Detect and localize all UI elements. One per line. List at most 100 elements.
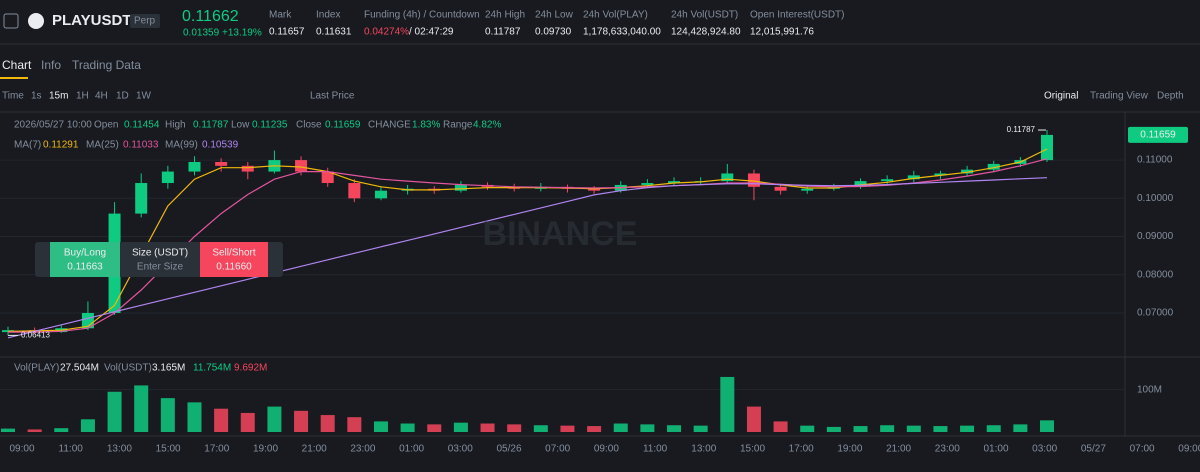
volume-bar bbox=[933, 426, 948, 432]
candle-body bbox=[987, 163, 1000, 170]
volume-bar bbox=[533, 425, 548, 432]
price-type[interactable]: Last Price bbox=[310, 91, 355, 102]
size-input[interactable]: Enter Size bbox=[137, 262, 184, 273]
x-tick-label: 05/26 bbox=[496, 444, 521, 455]
x-tick-label: 13:00 bbox=[107, 444, 132, 455]
volume-bar bbox=[54, 428, 69, 432]
candle-body bbox=[588, 188, 601, 191]
candle-body bbox=[774, 186, 787, 191]
x-tick-label: 23:00 bbox=[935, 444, 960, 455]
stat-label: Funding (4h) / Countdown bbox=[364, 10, 480, 21]
x-tick-label: 21:00 bbox=[886, 444, 911, 455]
badge-bg bbox=[130, 14, 160, 28]
ma-label: MA(99) bbox=[165, 140, 198, 151]
ohlc-value: 4.82% bbox=[473, 120, 501, 131]
x-tick-label: 01:00 bbox=[399, 444, 424, 455]
volume-bar bbox=[214, 408, 229, 432]
change-pct: +13.19% bbox=[222, 28, 262, 39]
tab[interactable]: Info bbox=[41, 58, 61, 72]
candle-body bbox=[668, 181, 681, 184]
volume-bar bbox=[400, 423, 415, 432]
x-tick-label: 19:00 bbox=[837, 444, 862, 455]
volume-bar bbox=[906, 425, 921, 432]
sell-button[interactable] bbox=[200, 242, 268, 277]
last-price: 0.11659 bbox=[1140, 130, 1176, 141]
candle-body bbox=[934, 173, 947, 176]
x-tick-label: 19:00 bbox=[253, 444, 278, 455]
interval[interactable]: 1s bbox=[31, 91, 42, 102]
symbol[interactable]: PLAYUSDT bbox=[52, 12, 131, 29]
x-tick-label: 21:00 bbox=[302, 444, 327, 455]
x-tick-label: 09:00 bbox=[1178, 444, 1200, 455]
stat-label: Index bbox=[316, 10, 340, 21]
x-tick-label: 23:00 bbox=[350, 444, 375, 455]
interval[interactable]: 4H bbox=[95, 91, 108, 102]
vol-label: Vol(PLAY) bbox=[14, 363, 59, 374]
view-option[interactable]: Original bbox=[1044, 91, 1078, 102]
stat-label: Mark bbox=[269, 10, 292, 21]
volume-bar bbox=[294, 410, 309, 432]
interval[interactable]: Time bbox=[2, 91, 24, 102]
y-tick-label: 0.10000 bbox=[1137, 193, 1174, 204]
ohlc-label: Open bbox=[94, 120, 118, 131]
candle-body bbox=[188, 162, 201, 172]
stat-value: 0.11787 bbox=[485, 27, 521, 38]
buy-button[interactable] bbox=[50, 242, 120, 277]
coin-icon bbox=[28, 13, 44, 29]
favorite-icon[interactable] bbox=[3, 13, 19, 29]
x-tick-label: 15:00 bbox=[740, 444, 765, 455]
candle-body bbox=[881, 179, 894, 182]
x-tick-label: 01:00 bbox=[983, 444, 1008, 455]
candle-body bbox=[961, 169, 974, 174]
x-tick-label: 09:00 bbox=[9, 444, 34, 455]
y-tick-label: 0.11000 bbox=[1137, 155, 1173, 166]
ma-label: MA(25) bbox=[86, 140, 119, 151]
volume-bar bbox=[640, 424, 655, 432]
interval[interactable]: 1W bbox=[136, 91, 152, 102]
buy-label[interactable]: Buy/Long bbox=[64, 248, 106, 259]
y-tick-label: 0.07000 bbox=[1137, 308, 1174, 319]
volume-bar bbox=[880, 425, 895, 432]
volume-bar bbox=[480, 423, 495, 432]
view-option[interactable]: Trading View bbox=[1090, 91, 1149, 102]
vol-ma: 9.692M bbox=[234, 363, 267, 374]
candle-body bbox=[907, 175, 920, 180]
x-tick-label: 07:00 bbox=[545, 444, 570, 455]
high-marker: 0.11787 bbox=[1007, 125, 1036, 134]
stat-value: 124,428,924.80 bbox=[671, 27, 741, 38]
x-tick-label: 13:00 bbox=[691, 444, 716, 455]
ohlc-value: 0.11659 bbox=[325, 120, 361, 131]
interval[interactable]: 1H bbox=[76, 91, 89, 102]
tab[interactable]: Chart bbox=[2, 58, 32, 72]
volume-bar bbox=[453, 422, 468, 432]
ohlc-time: 2026/05/27 10:00 bbox=[14, 120, 92, 131]
buy-price[interactable]: 0.11663 bbox=[67, 262, 103, 273]
candle-body bbox=[1041, 134, 1053, 161]
size-label: Size (USDT) bbox=[132, 248, 188, 259]
vol-value: 3.165M bbox=[152, 363, 185, 374]
candle-body bbox=[135, 183, 148, 214]
candle-body bbox=[321, 171, 334, 184]
candle-body bbox=[801, 188, 814, 191]
interval[interactable]: 1D bbox=[116, 91, 129, 102]
interval[interactable]: 15m bbox=[49, 91, 68, 102]
stat-value: 0.04274% bbox=[364, 27, 409, 38]
volume-bar bbox=[960, 425, 975, 432]
volume-bar bbox=[107, 391, 122, 432]
badge: Perp bbox=[134, 16, 156, 27]
volume-bar bbox=[1, 428, 15, 432]
volume-bar bbox=[240, 412, 255, 432]
candle-body bbox=[747, 173, 760, 187]
y-tick-label: 0.08000 bbox=[1137, 269, 1174, 280]
sell-label[interactable]: Sell/Short bbox=[212, 248, 256, 259]
tab[interactable]: Trading Data bbox=[72, 58, 141, 72]
sell-price[interactable]: 0.11660 bbox=[216, 262, 252, 273]
ohlc-value: 0.11787 bbox=[193, 120, 229, 131]
vol-value: 27.504M bbox=[60, 363, 99, 374]
candle-body bbox=[161, 171, 174, 184]
view-option[interactable]: Depth bbox=[1157, 91, 1184, 102]
volume-bar bbox=[187, 402, 202, 432]
volume-bar bbox=[720, 376, 735, 432]
candle-body bbox=[348, 183, 361, 199]
stat-value: 0.09730 bbox=[535, 27, 572, 38]
